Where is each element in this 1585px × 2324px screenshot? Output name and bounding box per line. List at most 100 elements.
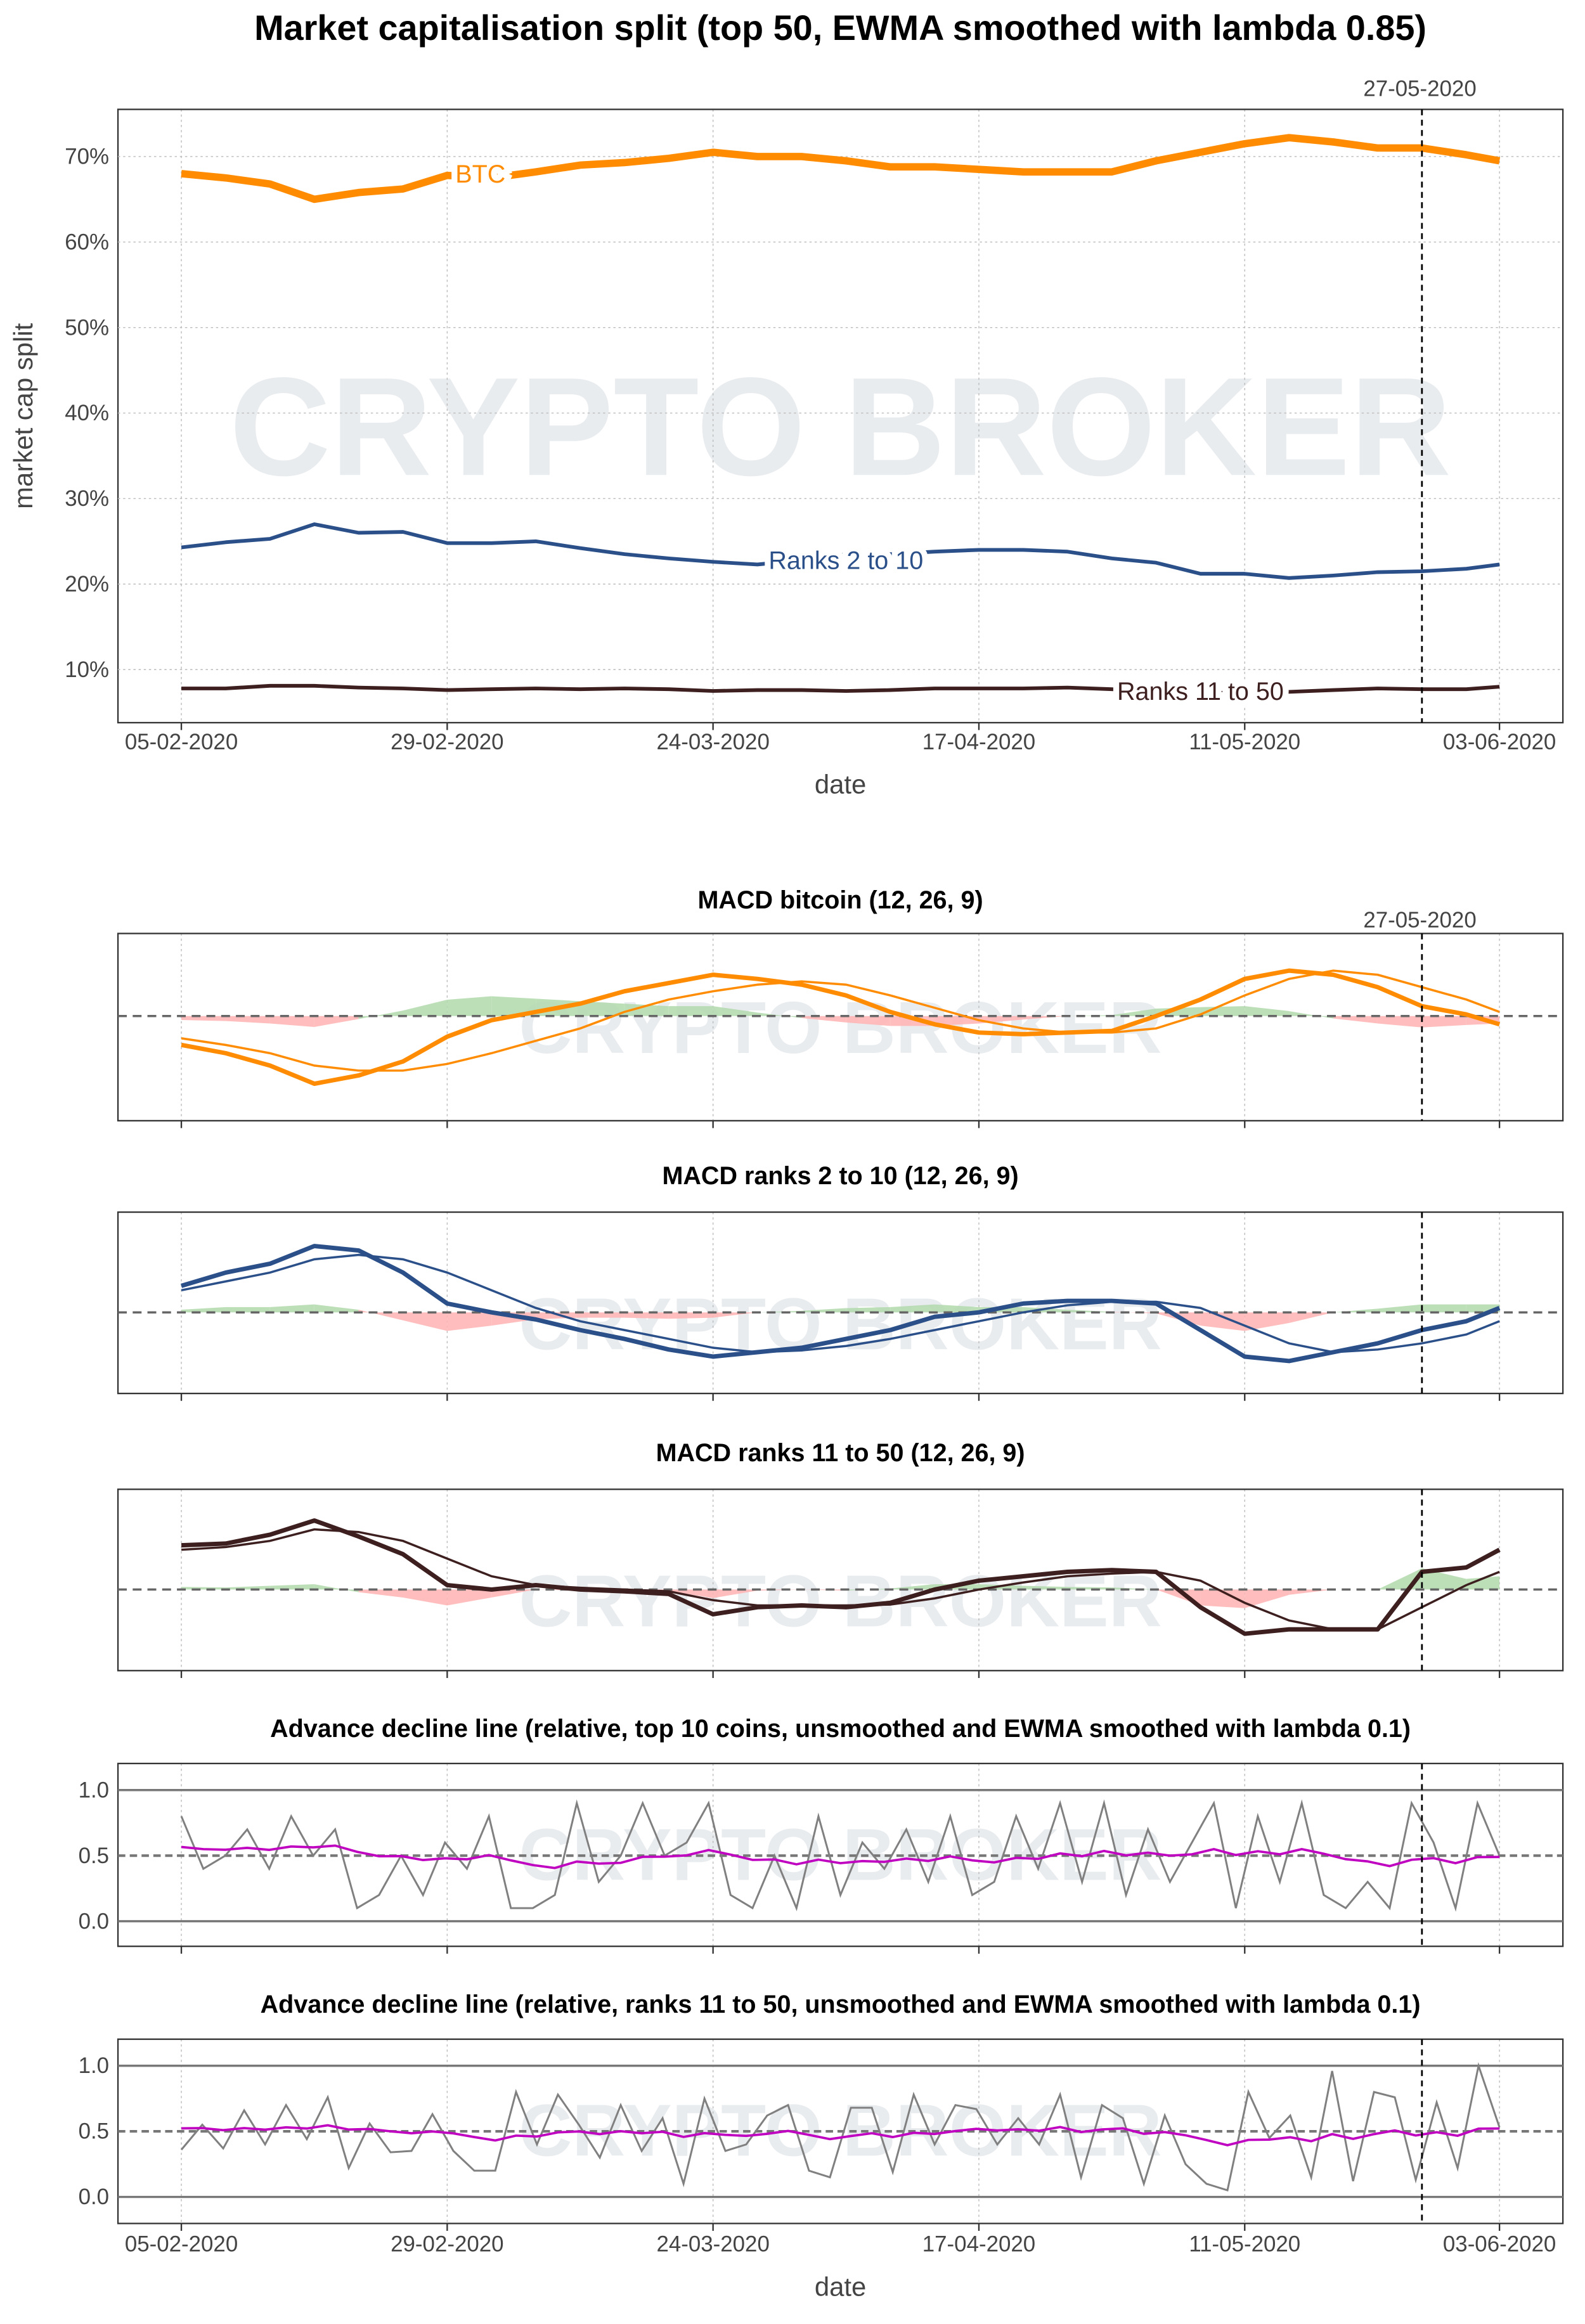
histogram-segment <box>1333 1308 1378 1313</box>
marker-label-macd: 27-05-2020 <box>1363 908 1476 933</box>
series-line-btc <box>181 134 1501 203</box>
y-tick-label: 50% <box>65 315 109 340</box>
y-tick-label: 30% <box>65 486 109 511</box>
x-tick-label: 11-05-2020 <box>1189 730 1300 754</box>
ad-top10-title: Advance decline line (relative, top 10 c… <box>270 1715 1411 1743</box>
y-tick-label: 0.0 <box>79 1909 109 1933</box>
series-label: Ranks 11 to 50 <box>1117 678 1284 706</box>
histogram-segment <box>668 1312 713 1319</box>
ewma-line <box>181 1844 1500 1869</box>
histogram-segment <box>314 1016 359 1027</box>
x-tick-label: 24-03-2020 <box>656 2232 769 2257</box>
histogram-segment <box>403 1589 448 1606</box>
histogram-segment <box>1333 1016 1378 1024</box>
y-tick-label: 0.0 <box>79 2185 109 2209</box>
macd-ranks-2-10-title: MACD ranks 2 to 10 (12, 26, 9) <box>662 1162 1018 1190</box>
histogram-segment <box>1289 1312 1334 1323</box>
histogram-segment <box>668 1006 713 1016</box>
x-tick-label: 03-06-2020 <box>1443 730 1556 754</box>
y-tick-label: 1.0 <box>79 1778 109 1802</box>
watermark: CRYPTO BROKER <box>519 1282 1161 1365</box>
plot-frame <box>117 1488 1564 1672</box>
main-title: Market capitalisation split (top 50, EWM… <box>254 8 1426 48</box>
histogram-segment <box>1245 1312 1290 1331</box>
histogram-segment <box>181 1587 226 1590</box>
x-tick-label: 17-04-2020 <box>922 2232 1035 2257</box>
histogram-segment <box>713 1312 758 1318</box>
macd-line <box>181 1244 1501 1364</box>
watermark: CRYPTO BROKER <box>230 348 1451 505</box>
macd-line <box>181 1518 1501 1636</box>
x-tick-label: 24-03-2020 <box>656 730 769 754</box>
y-tick-label: 60% <box>65 229 109 254</box>
y-tick-label: 20% <box>65 572 109 597</box>
histogram-segment <box>1111 1009 1156 1016</box>
x-tick-label: 17-04-2020 <box>922 730 1035 754</box>
histogram-segment <box>1200 1312 1245 1331</box>
x-tick-label: 05-02-2020 <box>125 2232 238 2257</box>
macd-line <box>181 968 1501 1086</box>
histogram-segment <box>846 1016 891 1026</box>
x-tick-label: 05-02-2020 <box>125 730 238 754</box>
x-axis-label-bottom: date <box>815 2271 866 2301</box>
histogram-segment <box>1377 1304 1422 1313</box>
histogram-segment <box>491 996 536 1016</box>
y-tick-label: 10% <box>65 657 109 682</box>
histogram-segment <box>269 1304 314 1313</box>
series-line-ranks-2-to-10 <box>181 522 1500 580</box>
histogram-segment <box>935 1304 979 1313</box>
histogram-segment <box>1421 1304 1466 1313</box>
histogram-segment <box>225 1585 270 1590</box>
signal-line <box>181 1253 1500 1353</box>
histogram-segment <box>1111 1312 1156 1314</box>
histogram-segment <box>713 1006 758 1016</box>
series-line-ranks-11-to-50 <box>181 683 1500 695</box>
macd-btc-title: MACD bitcoin (12, 26, 9) <box>698 886 983 914</box>
histogram-segment <box>1289 1589 1334 1595</box>
histogram-segment <box>1245 1589 1290 1608</box>
macd-ranks-11-50-title: MACD ranks 11 to 50 (12, 26, 9) <box>656 1439 1025 1467</box>
histogram-segment <box>757 1310 802 1313</box>
histogram-segment <box>403 999 448 1016</box>
histogram-segment <box>846 1307 891 1313</box>
signal-line <box>181 969 1500 1072</box>
y-tick-label: 40% <box>65 401 109 425</box>
histogram-segment <box>269 1584 314 1590</box>
histogram-segment <box>358 1010 403 1019</box>
series-label: Ranks 2 to 10 <box>768 547 923 575</box>
y-tick-label: 1.0 <box>79 2053 109 2078</box>
ad-ranks-11-50-title: Advance decline line (relative, ranks 11… <box>261 1991 1421 2018</box>
histogram-segment <box>624 1312 669 1319</box>
watermark: CRYPTO BROKER <box>519 986 1161 1069</box>
y-tick-label: 0.5 <box>79 2119 109 2144</box>
histogram-segment <box>269 1016 314 1027</box>
histogram-segment <box>358 1589 403 1598</box>
histogram-segment <box>1245 1006 1290 1016</box>
x-tick-label: 29-02-2020 <box>391 2232 503 2257</box>
histogram-segment <box>225 1307 270 1313</box>
histogram-segment <box>1421 1016 1466 1028</box>
y-tick-label: 0.5 <box>79 1843 109 1868</box>
histogram-segment <box>447 1589 492 1606</box>
histogram-segment <box>181 1016 226 1021</box>
marker-label-main: 27-05-2020 <box>1363 77 1476 101</box>
x-axis-label-main: date <box>815 770 866 799</box>
y-axis-label: market cap split <box>8 323 38 508</box>
histogram-segment <box>757 1012 802 1018</box>
histogram-segment <box>447 1312 492 1331</box>
histogram-segment <box>1421 1568 1466 1590</box>
histogram-segment <box>713 1589 758 1598</box>
histogram-segment <box>1200 1589 1245 1608</box>
y-tick-label: 70% <box>65 145 109 169</box>
histogram-segment <box>358 1310 403 1320</box>
plot-frame <box>117 108 1564 724</box>
histogram-segment <box>580 1312 624 1318</box>
plot-frame <box>117 933 1564 1122</box>
x-tick-label: 29-02-2020 <box>391 730 503 754</box>
histogram-segment <box>403 1312 448 1331</box>
histogram-segment <box>314 1584 359 1592</box>
histogram-segment <box>801 1016 846 1023</box>
ewma-line <box>181 2124 1500 2146</box>
histogram-segment <box>491 1589 536 1598</box>
